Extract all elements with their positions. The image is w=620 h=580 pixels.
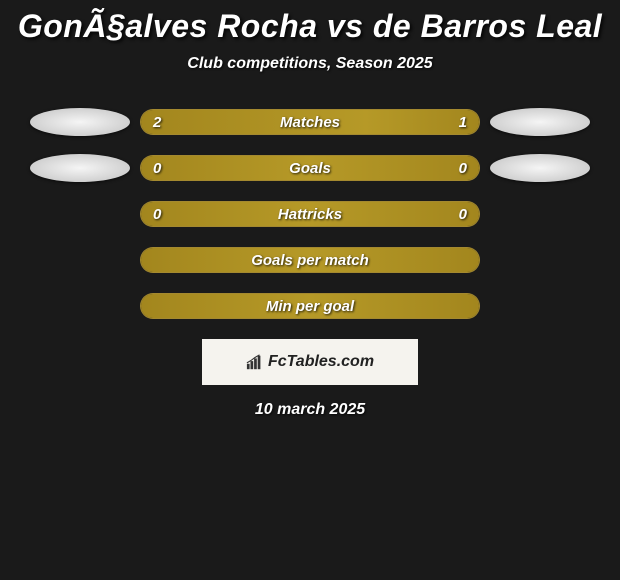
player-left-oval — [30, 108, 130, 136]
stat-row: 00Hattricks — [0, 201, 620, 227]
stat-label: Goals — [141, 156, 479, 180]
player-left-oval — [30, 154, 130, 182]
logo-box: FcTables.com — [202, 339, 418, 385]
right-oval-slot — [480, 154, 600, 182]
stat-row: 00Goals — [0, 155, 620, 181]
stat-row: Goals per match — [0, 247, 620, 273]
stat-bar: Goals per match — [140, 247, 480, 273]
logo: FcTables.com — [246, 353, 374, 371]
stat-bar: Min per goal — [140, 293, 480, 319]
left-oval-slot — [20, 154, 140, 182]
date-label: 10 march 2025 — [0, 401, 620, 419]
left-oval-slot — [20, 108, 140, 136]
stat-label: Hattricks — [141, 202, 479, 226]
stat-label: Matches — [141, 110, 479, 134]
stat-label: Goals per match — [141, 248, 479, 272]
subtitle: Club competitions, Season 2025 — [0, 55, 620, 73]
player-right-oval — [490, 108, 590, 136]
stat-row: Min per goal — [0, 293, 620, 319]
logo-text: FcTables.com — [268, 353, 374, 371]
comparison-infographic: GonÃ§alves Rocha vs de Barros Leal Club … — [0, 0, 620, 419]
stat-bar: 00Goals — [140, 155, 480, 181]
stat-rows: 21Matches 00Goals 00Hattricks Goals per mat… — [0, 109, 620, 319]
stat-row: 21Matches — [0, 109, 620, 135]
player-right-oval — [490, 154, 590, 182]
stat-label: Min per goal — [141, 294, 479, 318]
page-title: GonÃ§alves Rocha vs de Barros Leal — [0, 8, 620, 45]
stat-bar: 21Matches — [140, 109, 480, 135]
right-oval-slot — [480, 108, 600, 136]
stat-bar: 00Hattricks — [140, 201, 480, 227]
barchart-icon — [246, 353, 264, 371]
